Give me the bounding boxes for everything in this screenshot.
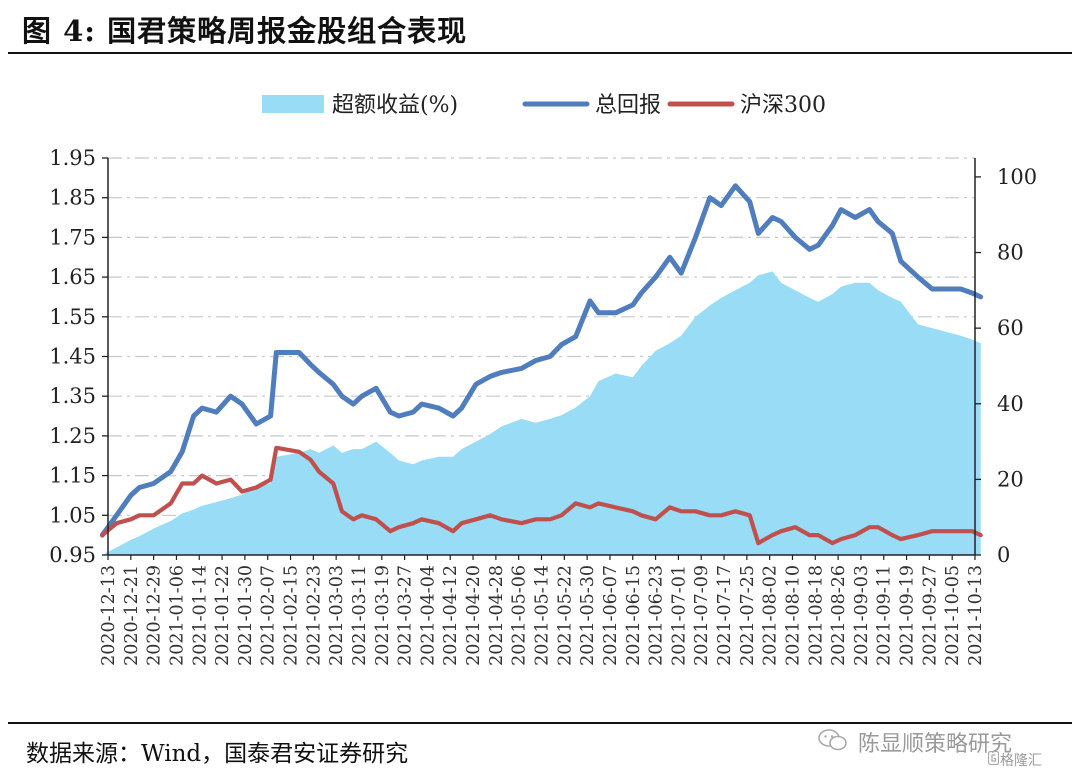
x-tick-label: 2021-01-06 bbox=[167, 565, 187, 666]
y-left-tick-label: 1.75 bbox=[49, 225, 96, 249]
x-tick-label: 2021-03-03 bbox=[327, 565, 347, 666]
y-left-tick-label: 1.25 bbox=[49, 424, 96, 448]
x-tick-label: 2021-06-07 bbox=[601, 565, 621, 666]
legend-label: 总回报 bbox=[595, 93, 661, 118]
x-tick-label: 2021-03-27 bbox=[396, 565, 416, 666]
x-tick-label: 2021-01-22 bbox=[213, 565, 233, 666]
x-tick-label: 2021-05-14 bbox=[533, 565, 553, 666]
x-tick-label: 2021-08-10 bbox=[784, 565, 804, 666]
y-left-tick-label: 1.35 bbox=[49, 384, 96, 408]
y-left-tick-label: 1.95 bbox=[49, 146, 96, 170]
x-tick-label: 2021-07-09 bbox=[692, 565, 712, 666]
y-right-tick-label: 80 bbox=[997, 241, 1024, 265]
y-axis-left: 0.95 1.05 1.15 1.25 1.35 1.45 1.55 1.65 1.75 1.85… bbox=[49, 146, 108, 567]
bottom-rule bbox=[8, 722, 1072, 724]
x-tick-label: 2021-02-23 bbox=[304, 565, 324, 666]
y-right-tick-label: 40 bbox=[997, 392, 1024, 416]
x-tick-label: 2021-02-15 bbox=[282, 565, 302, 666]
x-tick-label: 2021-05-30 bbox=[578, 565, 598, 666]
x-tick-label: 2020-12-29 bbox=[145, 565, 165, 666]
line-series-layer bbox=[99, 183, 984, 546]
excess-return-area bbox=[102, 271, 981, 555]
x-tick-label: 2021-08-26 bbox=[829, 565, 849, 666]
excess-return-area-layer bbox=[102, 271, 981, 555]
x-tick-label: 2021-05-22 bbox=[555, 565, 575, 666]
y-left-tick-label: 1.15 bbox=[49, 464, 96, 488]
x-tick-label: 2021-07-17 bbox=[715, 565, 735, 666]
x-axis-labels: 2020-12-13 2020-12-21 2020-12-29 2021-01-06… bbox=[99, 555, 986, 666]
y-right-tick-label: 100 bbox=[997, 165, 1037, 189]
watermark-brand: 格隆汇 bbox=[1000, 753, 1042, 769]
legend-swatch-area bbox=[262, 95, 324, 113]
x-tick-label: 2021-03-19 bbox=[373, 565, 393, 666]
x-tick-label: 2021-06-23 bbox=[647, 565, 667, 666]
x-tick-label: 2021-09-11 bbox=[875, 565, 895, 666]
data-source-note: 数据来源：Wind，国泰君安证券研究 bbox=[26, 741, 409, 767]
hs300-line bbox=[100, 445, 983, 546]
y-left-tick-label: 1.85 bbox=[49, 186, 96, 210]
watermark-text: 陈显顺策略研究 bbox=[858, 732, 1013, 757]
x-tick-label: 2021-08-02 bbox=[761, 565, 781, 666]
figure-title: 图 4: 国君策略周报金股组合表现 bbox=[22, 14, 468, 48]
chart-legend: 超额收益(%) 总回报 沪深300 bbox=[262, 93, 826, 118]
y-right-tick-label: 0 bbox=[997, 543, 1010, 567]
x-tick-label: 2021-10-05 bbox=[943, 565, 963, 666]
y-axis-right: 0 20 40 60 80 100 bbox=[975, 165, 1037, 567]
y-right-tick-label: 60 bbox=[997, 316, 1024, 340]
y-left-tick-label: 0.95 bbox=[49, 543, 96, 567]
x-tick-label: 2021-07-01 bbox=[669, 565, 689, 666]
x-tick-label: 2021-09-27 bbox=[920, 565, 940, 666]
y-left-tick-label: 1.65 bbox=[49, 265, 96, 289]
x-tick-label: 2020-12-21 bbox=[122, 565, 142, 666]
legend-label: 沪深300 bbox=[740, 93, 826, 118]
legend-label: 超额收益(%) bbox=[332, 93, 458, 118]
x-tick-label: 2021-02-07 bbox=[259, 565, 279, 666]
x-tick-label: 2021-04-20 bbox=[464, 565, 484, 666]
y-left-tick-label: 1.55 bbox=[49, 305, 96, 329]
x-tick-label: 2020-12-13 bbox=[99, 565, 119, 666]
x-tick-label: 2021-05-06 bbox=[510, 565, 530, 666]
x-tick-label: 2021-03-11 bbox=[350, 565, 370, 666]
performance-chart: 超额收益(%) 总回报 沪深300 0.95 1.05 1.15 1.25 1.35 1.45… bbox=[49, 93, 1037, 666]
x-tick-label: 2021-01-14 bbox=[190, 565, 210, 666]
x-tick-label: 2021-09-03 bbox=[852, 565, 872, 666]
y-left-tick-label: 1.05 bbox=[49, 503, 96, 527]
x-tick-label: 2021-04-04 bbox=[418, 565, 438, 666]
x-tick-label: 2021-06-15 bbox=[624, 565, 644, 666]
y-left-tick-label: 1.45 bbox=[49, 345, 96, 369]
top-rule bbox=[8, 52, 1072, 54]
x-tick-label: 2021-04-12 bbox=[441, 565, 461, 666]
wechat-icon bbox=[818, 729, 847, 751]
x-tick-label: 2021-08-18 bbox=[806, 565, 826, 666]
y-right-tick-label: 20 bbox=[997, 467, 1024, 491]
x-tick-label: 2021-09-19 bbox=[898, 565, 918, 666]
x-tick-label: 2021-10-13 bbox=[966, 565, 986, 666]
gelonghui-logo-icon bbox=[988, 751, 999, 765]
x-tick-label: 2021-07-25 bbox=[738, 565, 758, 666]
total-return-line bbox=[99, 183, 984, 538]
x-tick-label: 2021-01-30 bbox=[236, 565, 256, 666]
x-tick-label: 2021-04-28 bbox=[487, 565, 507, 666]
